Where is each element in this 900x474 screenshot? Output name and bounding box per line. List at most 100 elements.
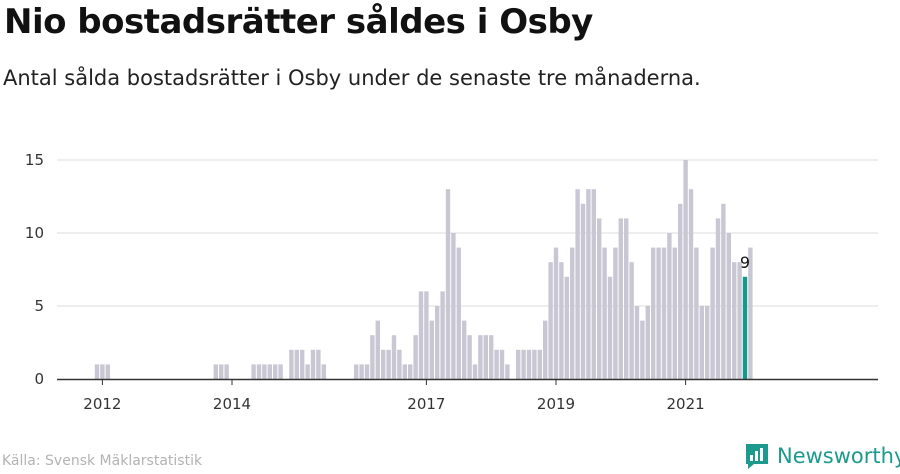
bar-2018-04 bbox=[505, 364, 510, 379]
brand-logo[interactable]: Newsworthy bbox=[744, 440, 900, 472]
bar-2020-09 bbox=[661, 247, 667, 379]
x-tick-label: 2017 bbox=[407, 395, 445, 413]
bar-2019-06 bbox=[580, 203, 586, 379]
y-tick-label: 10 bbox=[25, 224, 44, 242]
bar-2018-10 bbox=[537, 349, 542, 379]
bar-2019-12 bbox=[613, 247, 618, 379]
bar-2020-04 bbox=[634, 306, 640, 379]
bar-2021-04 bbox=[699, 306, 704, 379]
bar-2021-02 bbox=[688, 189, 694, 379]
bar-2018-01 bbox=[489, 335, 494, 379]
bar-2016-04 bbox=[375, 320, 380, 379]
bar-2011-12 bbox=[94, 364, 100, 379]
bar-2021-12 bbox=[742, 276, 748, 379]
bar-2018-11 bbox=[543, 320, 548, 379]
y-tick-label: 0 bbox=[34, 370, 44, 388]
bar-2016-01 bbox=[359, 364, 364, 379]
bar-2017-11 bbox=[478, 335, 483, 379]
bar-2021-11 bbox=[737, 262, 742, 379]
page-subtitle: Antal sålda bostadsrätter i Osby under d… bbox=[3, 66, 701, 90]
bar-2020-10 bbox=[667, 233, 672, 379]
y-tick-label: 15 bbox=[25, 151, 44, 169]
bar-2019-11 bbox=[607, 276, 613, 379]
bar-2016-11 bbox=[413, 335, 418, 379]
bar-2017-03 bbox=[435, 306, 440, 379]
bar-undefined bbox=[748, 247, 753, 379]
bar-2020-08 bbox=[656, 247, 661, 379]
bar-2021-06 bbox=[710, 247, 715, 379]
bar-2021-01 bbox=[683, 160, 688, 379]
bar-2018-06 bbox=[516, 349, 521, 379]
bar-2016-06 bbox=[386, 349, 391, 379]
bar-2017-02 bbox=[429, 320, 434, 379]
bar-2020-02 bbox=[624, 218, 629, 379]
bar-2020-05 bbox=[640, 320, 645, 379]
bar-2017-07 bbox=[456, 247, 461, 379]
bar-2020-12 bbox=[678, 203, 683, 379]
bar-2014-05 bbox=[251, 364, 256, 379]
bar-2017-04 bbox=[440, 291, 445, 379]
bar-2017-10 bbox=[472, 364, 478, 379]
bar-2019-09 bbox=[597, 218, 602, 379]
bar-2019-10 bbox=[602, 247, 607, 379]
bar-2021-08 bbox=[721, 203, 726, 379]
bar-2021-09 bbox=[726, 233, 731, 379]
bar-2017-06 bbox=[451, 233, 456, 379]
bar-2014-10 bbox=[278, 364, 283, 379]
bar-2016-02 bbox=[364, 364, 370, 379]
bar-chart: 0 5 10 15 9 2012 2014 2017 2019 2021 bbox=[25, 151, 878, 413]
bar-2019-05 bbox=[575, 189, 580, 379]
bar-2017-05 bbox=[445, 189, 451, 379]
bar-2013-12 bbox=[224, 364, 229, 379]
bar-2018-02 bbox=[494, 349, 499, 379]
bar-2014-08 bbox=[267, 364, 272, 379]
axes: 0 5 10 15 9 2012 2014 2017 2019 2021 bbox=[25, 151, 878, 413]
bar-2015-04 bbox=[310, 349, 316, 379]
bar-2018-03 bbox=[499, 349, 505, 379]
bar-2018-09 bbox=[532, 349, 537, 379]
bar-2016-07 bbox=[391, 335, 397, 379]
page-title: Nio bostadsrätter såldes i Osby bbox=[4, 2, 593, 42]
bar-2015-06 bbox=[321, 364, 326, 379]
bar-2021-03 bbox=[694, 247, 699, 379]
bar-2017-09 bbox=[467, 335, 472, 379]
bar-2019-07 bbox=[586, 189, 591, 379]
source-note: Källa: Svensk Mäklarstatistik bbox=[2, 453, 203, 469]
bars bbox=[94, 160, 753, 379]
x-tick-label: 2019 bbox=[537, 395, 575, 413]
y-tick-label: 5 bbox=[34, 297, 44, 315]
bar-2012-01 bbox=[100, 364, 105, 379]
bar-2020-06 bbox=[645, 306, 650, 379]
bar-2019-03 bbox=[564, 276, 569, 379]
grid-lines bbox=[57, 159, 878, 307]
newsworthy-logo-icon bbox=[746, 444, 768, 469]
brand-name: Newsworthy bbox=[777, 444, 900, 468]
bar-2021-07 bbox=[715, 218, 721, 379]
x-tick-label: 2021 bbox=[667, 395, 705, 413]
bar-2020-01 bbox=[618, 218, 623, 379]
bar-2020-07 bbox=[651, 247, 656, 379]
bar-2019-01 bbox=[553, 247, 559, 379]
bar-2016-10 bbox=[408, 364, 413, 379]
x-tick-label: 2012 bbox=[83, 395, 121, 413]
bar-2016-08 bbox=[397, 349, 402, 379]
highlight-value-label: 9 bbox=[740, 253, 750, 272]
bar-2016-09 bbox=[402, 364, 407, 379]
bar-2019-04 bbox=[570, 247, 575, 379]
bar-2018-07 bbox=[521, 349, 526, 379]
bar-2015-01 bbox=[294, 349, 299, 379]
bar-2016-12 bbox=[418, 291, 424, 379]
bar-2012-02 bbox=[105, 364, 110, 379]
bar-2018-12 bbox=[548, 262, 553, 379]
x-tick-label: 2014 bbox=[213, 395, 251, 413]
bar-2015-05 bbox=[316, 349, 321, 379]
bar-2019-08 bbox=[591, 189, 596, 379]
bar-2021-05 bbox=[705, 306, 710, 379]
bar-2015-03 bbox=[305, 364, 310, 379]
bar-2015-12 bbox=[354, 364, 359, 379]
bar-2014-06 bbox=[256, 364, 262, 379]
bar-2019-02 bbox=[559, 262, 564, 379]
bar-2021-10 bbox=[732, 262, 737, 379]
bar-2018-08 bbox=[526, 349, 532, 379]
bar-2015-02 bbox=[300, 349, 305, 379]
